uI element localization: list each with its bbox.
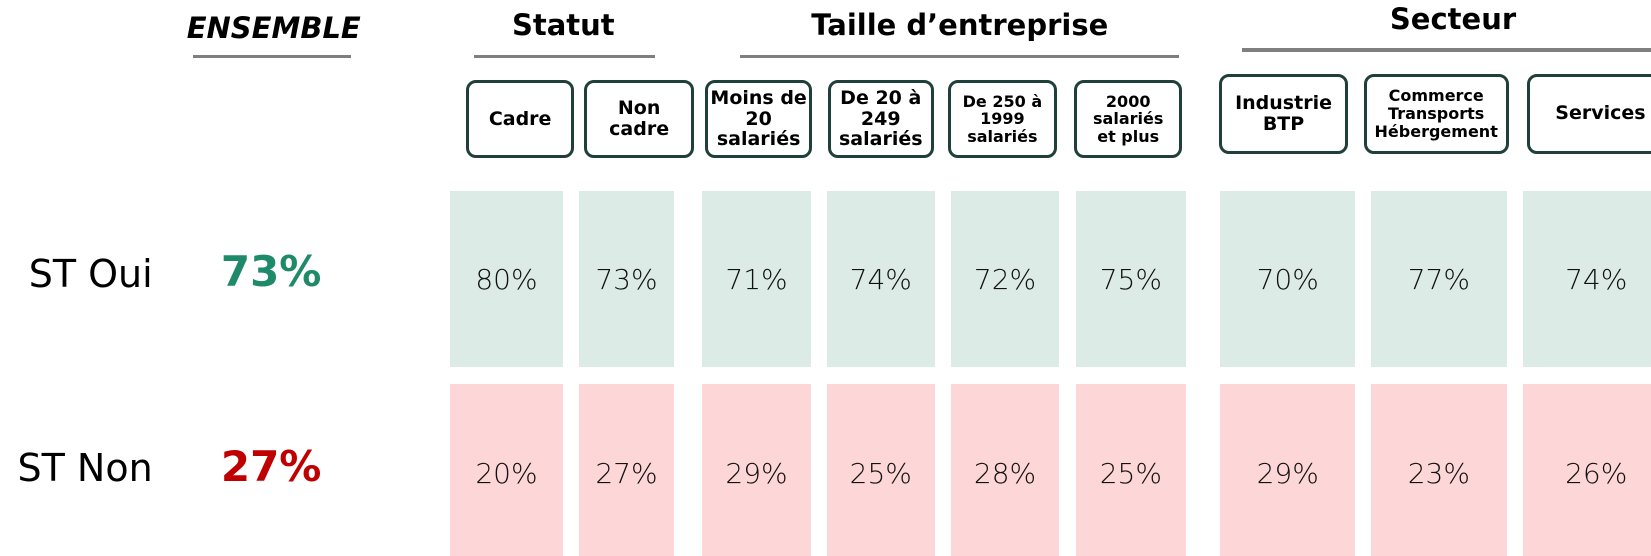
column-header: De 250 à 1999 salariés — [947, 80, 1058, 158]
group-title: Taille d’entreprise — [811, 8, 1109, 43]
column-header: Services — [1526, 73, 1651, 154]
group-title: Secteur — [1389, 2, 1517, 37]
value-cell: 77% — [1370, 190, 1507, 368]
row-label: ST Oui — [28, 251, 153, 296]
value-cell: 25% — [1076, 384, 1186, 556]
row-label: ST Non — [17, 446, 153, 491]
value-cell: 27% — [579, 384, 674, 556]
column-header: Moins de 20 salariés — [705, 80, 812, 158]
group-title: Statut — [511, 8, 615, 43]
value-cell: 80% — [449, 190, 564, 368]
group-underline — [473, 54, 655, 58]
value-cell: 72% — [950, 190, 1060, 368]
value-cell: 75% — [1076, 190, 1186, 368]
value-cell: 23% — [1370, 384, 1507, 556]
value-cell: 74% — [826, 190, 935, 368]
value-cell: 70% — [1220, 190, 1356, 368]
column-header: Industrie BTP — [1219, 73, 1348, 154]
column-header: De 20 à 249 salariés — [827, 80, 934, 158]
column-header: 2000 salariés et plus — [1073, 80, 1183, 158]
value-cell: 29% — [702, 384, 811, 556]
column-header: Commerce Transports Hébergement — [1363, 73, 1509, 154]
value-cell: 74% — [1522, 190, 1651, 368]
column-header: Non cadre — [584, 80, 694, 158]
value-cell: 20% — [449, 384, 564, 556]
column-header: Cadre — [466, 80, 574, 158]
value-cell: 25% — [826, 384, 935, 556]
ensemble-underline — [192, 54, 351, 58]
value-cell: 71% — [702, 190, 811, 368]
value-cell: 28% — [950, 384, 1060, 556]
group-underline — [740, 54, 1180, 58]
ensemble-value: 27% — [220, 442, 322, 492]
ensemble-title: ENSEMBLE — [186, 10, 361, 45]
value-cell: 29% — [1220, 384, 1356, 556]
value-cell: 26% — [1522, 384, 1651, 556]
value-cell: 73% — [579, 190, 674, 368]
group-underline — [1242, 48, 1651, 52]
ensemble-value: 73% — [220, 247, 322, 297]
